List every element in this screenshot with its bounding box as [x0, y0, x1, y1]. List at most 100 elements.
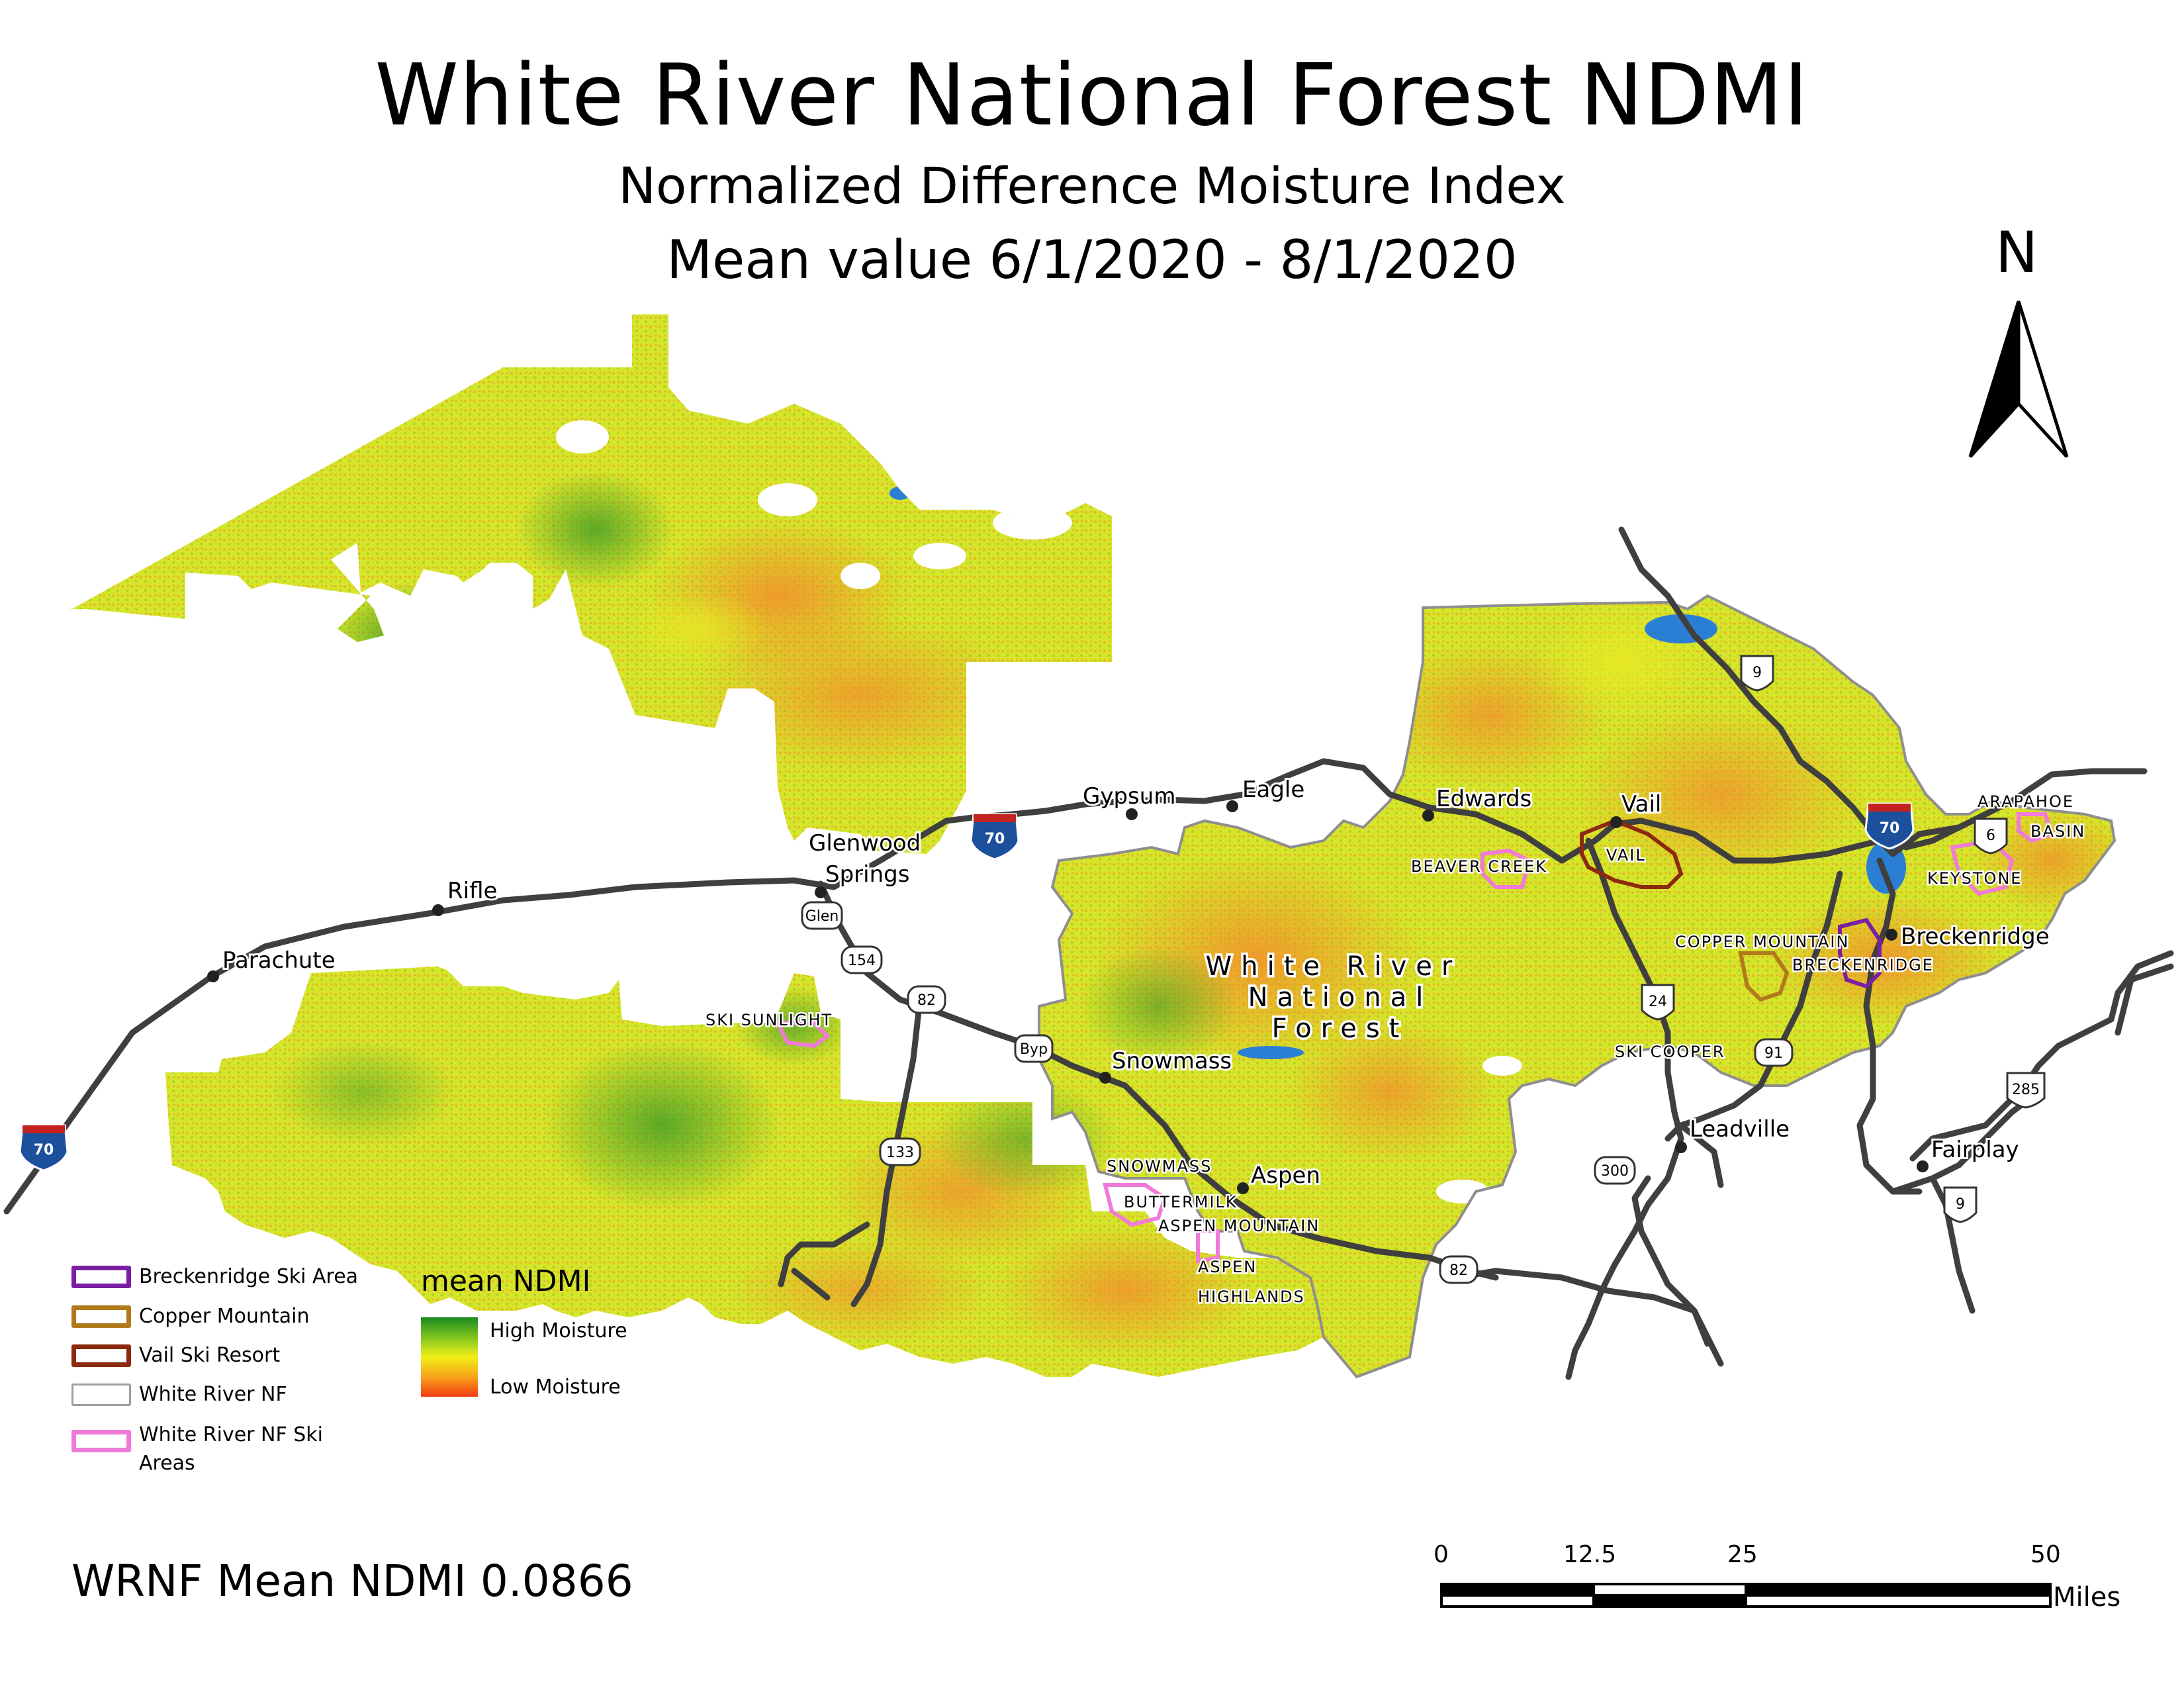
wrnf-legend-label: White River NF	[139, 1383, 287, 1406]
forest-name-label: White River National Forest	[1203, 949, 1462, 1047]
scale-bar	[1440, 1583, 2052, 1608]
scale-tick-50: 50	[2030, 1541, 2061, 1568]
svg-text:70: 70	[1880, 820, 1900, 837]
svg-text:82: 82	[917, 992, 936, 1009]
keystone-label: KEYSTONE	[1927, 869, 2022, 888]
svg-text:9: 9	[1956, 1196, 1965, 1213]
rifle-dot	[432, 904, 444, 916]
snowmass-label: Snowmass	[1112, 1048, 1232, 1074]
ski-sunlight-outline	[774, 1021, 831, 1049]
hwy-285-road	[1909, 950, 2174, 1162]
vail-legend-label: Vail Ski Resort	[139, 1344, 281, 1367]
buttermilk-label: BUTTERMILK	[1124, 1193, 1238, 1211]
ndmi-low-label: Low Moisture	[490, 1376, 621, 1399]
svg-text:82: 82	[1449, 1262, 1468, 1279]
scale-tick-25: 25	[1727, 1541, 1758, 1568]
svg-text:285: 285	[2012, 1082, 2040, 1098]
svg-text:70: 70	[985, 831, 1005, 847]
sh300-shield: 300	[1594, 1156, 1636, 1185]
parachute-dot	[207, 970, 219, 982]
sh82-shield-east: 82	[1439, 1255, 1479, 1284]
ski-areas-legend-label-2: Areas	[139, 1452, 195, 1475]
forest-name-line-3: Forest	[1272, 1013, 1409, 1044]
interstate-shields: 70 70 70	[19, 802, 1915, 1172]
breckenridge-legend-swatch	[71, 1266, 131, 1288]
svg-text:9: 9	[1752, 665, 1762, 681]
ndmi-legend-title: mean NDMI	[421, 1264, 591, 1298]
aspen-mountain-label: ASPEN MOUNTAIN	[1158, 1217, 1320, 1235]
gypsum-dot	[1126, 808, 1138, 820]
vail-label: Vail	[1621, 791, 1661, 818]
glenwood-label-2: Springs	[825, 861, 909, 888]
us9-shield-south: 9	[1943, 1186, 1978, 1223]
glenwood-label-1: Glenwood	[809, 830, 921, 857]
arapahoe-ski-outline	[2017, 812, 2054, 843]
leadville-dot	[1675, 1141, 1687, 1153]
hwy-6-road	[1903, 804, 2002, 851]
svg-text:300: 300	[1601, 1163, 1629, 1180]
ski-areas-legend-label: White River NF Ski	[139, 1423, 324, 1446]
svg-text:Glen: Glen	[805, 908, 839, 925]
map-date-range: Mean value 6/1/2020 - 8/1/2020	[666, 229, 1518, 291]
parachute-label: Parachute	[222, 947, 336, 974]
snowmass-ski-outline	[1103, 1183, 1167, 1227]
leadville-road	[1678, 1122, 1724, 1188]
sh91-shield: 91	[1754, 1038, 1794, 1067]
forest-boundary	[1038, 594, 2116, 1379]
i70-shield-parachute: 70	[19, 1124, 69, 1172]
hwy-9-south-road	[1856, 857, 1923, 1195]
svg-text:70: 70	[34, 1142, 54, 1158]
fairplay-dot	[1917, 1160, 1929, 1172]
aspen-highlands-label-1: ASPEN	[1198, 1258, 1257, 1276]
gypsum-label: Gypsum	[1083, 783, 1175, 810]
vail-ski-outline	[1580, 818, 1684, 889]
ski-sunlight-label: SKI SUNLIGHT	[705, 1011, 833, 1029]
i70-shield-dillon: 70	[1864, 802, 1915, 850]
svg-text:24: 24	[1649, 994, 1667, 1010]
scale-unit-label: Miles	[2053, 1582, 2121, 1613]
hwy-9-north-road	[1618, 526, 1883, 844]
hwy-82-road	[817, 880, 1499, 1281]
forest-name-line-1: White River	[1206, 951, 1462, 982]
i70-shield-glenwood: 70	[970, 813, 1020, 861]
svg-text:6: 6	[1986, 827, 1995, 844]
hwy-133-road	[850, 996, 923, 1307]
edwards-label: Edwards	[1436, 786, 1531, 812]
arapahoe-label: ARAPAHOE	[1978, 792, 2074, 811]
copper-mountain-label: COPPER MOUNTAIN	[1675, 933, 1849, 951]
breckenridge-label: Breckenridge	[1901, 923, 2050, 950]
wrnf-legend-swatch	[71, 1383, 131, 1406]
svg-text:133: 133	[886, 1145, 914, 1161]
south-road-1	[791, 1268, 831, 1301]
scale-tick-0: 0	[1433, 1541, 1449, 1568]
vail-legend-swatch	[71, 1344, 131, 1367]
svg-text:Byp: Byp	[1020, 1041, 1048, 1058]
ski-labels: SKI SUNLIGHT BEAVER CREEK VAIL COPPER MO…	[704, 791, 2086, 1308]
vail-ski-label: VAIL	[1606, 846, 1646, 865]
byp-shield: Byp	[1014, 1034, 1054, 1063]
aspen-highlands-ski-outline	[1196, 1229, 1220, 1264]
aspen-dot	[1237, 1182, 1249, 1194]
fairplay-label: Fairplay	[1931, 1137, 2019, 1163]
aspen-label: Aspen	[1251, 1162, 1320, 1189]
hwy-24-south-road	[1565, 1135, 1684, 1380]
copper-legend-label: Copper Mountain	[139, 1305, 310, 1328]
eagle-label: Eagle	[1242, 776, 1304, 803]
north-label: N	[1995, 220, 2038, 286]
snowmass-dot	[1099, 1072, 1111, 1084]
mean-ndmi-statistic: WRNF Mean NDMI 0.0866	[71, 1556, 633, 1607]
hwy-133-branch	[778, 1221, 870, 1288]
ndmi-color-ramp	[421, 1317, 478, 1397]
ndmi-high-label: High Moisture	[490, 1319, 627, 1342]
scale-tick-12-5: 12.5	[1563, 1541, 1617, 1568]
north-arrow-icon	[1968, 301, 2069, 458]
breckenridge-legend-label: Breckenridge Ski Area	[139, 1265, 359, 1288]
route-shields: 9 6 24 91 285 9 300 82	[801, 655, 2046, 1284]
ski-areas-legend-swatch	[71, 1430, 131, 1452]
hwy-285-east-road	[2115, 963, 2174, 1036]
sh82-shield-south: 82	[907, 985, 946, 1014]
snowmass-ski-label: SNOWMASS	[1107, 1157, 1212, 1176]
edwards-dot	[1422, 810, 1434, 821]
vail-dot	[1610, 816, 1622, 828]
